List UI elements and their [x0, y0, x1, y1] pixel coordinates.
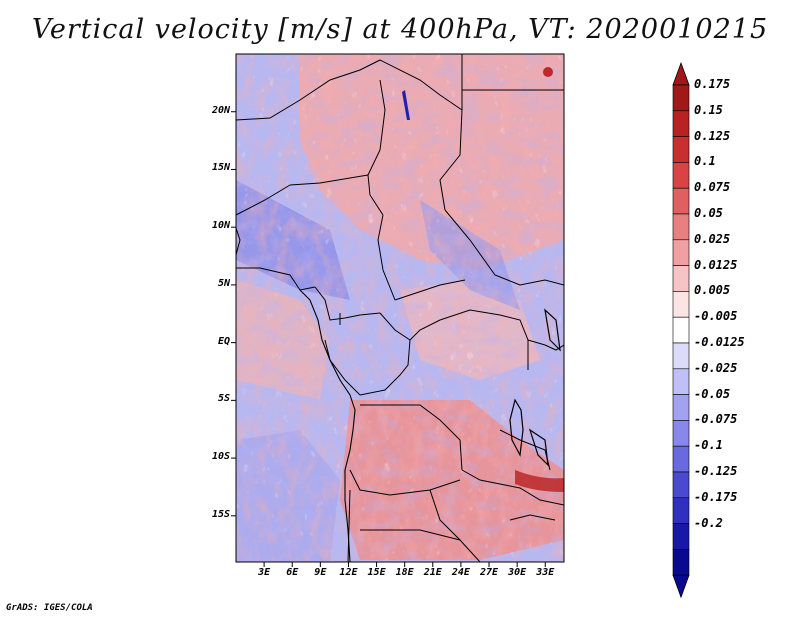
colorbar-swatch — [672, 445, 690, 473]
map-title: Vertical velocity [m/s] at 400hPa, VT: 2… — [31, 14, 769, 45]
lon-tick-label: 6E — [286, 567, 299, 578]
lat-tick-label: 15S — [211, 508, 230, 520]
lon-tick-label: 24E — [451, 567, 470, 578]
colorbar-swatch — [672, 162, 690, 189]
colorbar-swatch — [672, 342, 690, 370]
grads-credit: GrADS: IGES/COLA — [6, 603, 93, 613]
colorbar-swatch — [672, 213, 690, 241]
colorbar-swatch — [672, 187, 690, 215]
colorbar-label: -0.1 — [694, 438, 723, 453]
lon-tick-label: 21E — [423, 567, 442, 578]
colorbar — [672, 61, 690, 599]
colorbar-label: -0.175 — [694, 489, 738, 504]
lon-tick-label: 30E — [508, 567, 527, 578]
colorbar-label: -0.2 — [694, 515, 723, 530]
lat-tick-label: 15N — [211, 162, 230, 174]
colorbar-swatch — [672, 420, 690, 447]
colorbar-swatch — [672, 368, 690, 395]
colorbar-swatch — [672, 316, 690, 344]
lat-tick-label: 10S — [211, 451, 230, 463]
lat-tick-label: 5S — [217, 393, 230, 405]
map-frame — [235, 53, 565, 563]
lat-tick-label: EQ — [217, 335, 230, 347]
colorbar-swatch — [672, 523, 690, 550]
lat-tick-label: 20N — [211, 104, 230, 116]
colorbar-label: -0.075 — [694, 412, 738, 427]
velocity-field — [236, 54, 564, 562]
lon-tick-label: 27E — [479, 567, 499, 578]
lon-tick-label: 3E — [258, 567, 271, 578]
colorbar-top-triangle — [672, 61, 690, 86]
colorbar-label: 0.025 — [694, 231, 731, 246]
lon-tick-label: 12E — [339, 567, 358, 578]
colorbar-swatch — [672, 110, 690, 137]
colorbar-label: -0.005 — [694, 309, 738, 324]
colorbar-label: 0.125 — [694, 128, 731, 143]
colorbar-bottom-triangle — [672, 574, 690, 599]
colorbar-label: 0.005 — [694, 283, 731, 298]
lat-tick-label: 5N — [217, 277, 230, 289]
colorbar-swatch — [672, 549, 690, 576]
colorbar-swatch — [672, 84, 690, 112]
colorbar-label: 0.175 — [694, 77, 731, 91]
colorbar-label: 0.1 — [694, 154, 716, 169]
colorbar-label: -0.0125 — [694, 335, 745, 349]
lat-tick-label: 10N — [211, 220, 230, 232]
colorbar-label: -0.025 — [694, 360, 738, 375]
colorbar-label: 0.15 — [694, 102, 723, 117]
colorbar-label: 0.05 — [694, 206, 723, 220]
colorbar-swatch — [672, 497, 690, 524]
colorbar-label: 0.0125 — [694, 257, 738, 272]
colorbar-label: 0.075 — [694, 180, 731, 195]
colorbar-label: -0.125 — [694, 464, 738, 478]
colorbar-swatch — [672, 394, 690, 421]
colorbar-label: -0.05 — [694, 386, 731, 401]
colorbar-swatch — [672, 291, 690, 318]
map-ticks — [231, 111, 546, 567]
colorbar-swatch — [672, 136, 690, 163]
colorbar-swatch — [672, 265, 690, 292]
lon-tick-label: 18E — [395, 567, 414, 578]
lon-tick-label: 33E — [536, 567, 555, 578]
lon-tick-label: 15E — [367, 567, 386, 578]
colorbar-swatch — [672, 471, 690, 499]
lon-tick-label: 9E — [314, 567, 327, 578]
colorbar-swatch — [672, 239, 690, 266]
country-borders — [236, 54, 564, 562]
